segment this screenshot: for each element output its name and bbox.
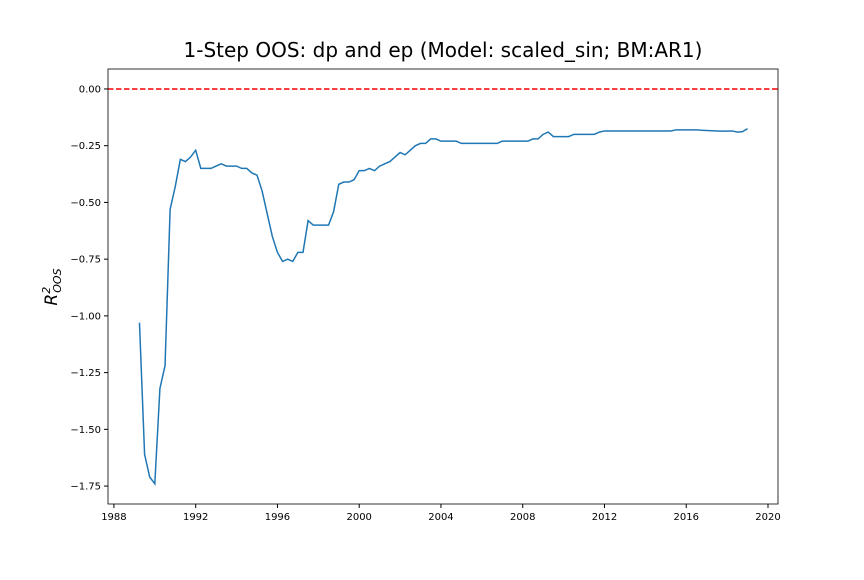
y-tick-label: −0.25 [70,141,101,152]
chart-title: 1-Step OOS: dp and ep (Model: scaled_sin… [184,38,703,62]
plot-frame [107,68,779,505]
x-tick-label: 2012 [592,512,617,523]
y-tick-label: −1.50 [70,425,101,436]
x-tick-label: 2008 [510,512,535,523]
x-tick-label: 2000 [346,512,371,523]
y-axis-label: R2OOS [40,268,64,305]
x-tick-label: 1988 [101,512,126,523]
data-line [138,128,748,486]
y-tick-label: −1.75 [70,482,101,493]
y-tick-label: −1.00 [70,311,101,322]
x-tick-label: 2016 [674,512,699,523]
y-tick-label: −0.50 [70,198,101,209]
y-tick-label: −1.25 [70,368,101,379]
y-label-sup: 2 [40,287,53,294]
x-tick-label: 2004 [428,512,453,523]
x-tick-label: 1996 [265,512,290,523]
y-label-sub: OOS [51,268,64,292]
x-tick-label: 2020 [755,512,780,523]
y-label-base: R [42,294,62,306]
y-tick-label: −0.75 [70,255,101,266]
x-tick-label: 1992 [183,512,208,523]
y-tick-label: 0.00 [79,84,101,95]
